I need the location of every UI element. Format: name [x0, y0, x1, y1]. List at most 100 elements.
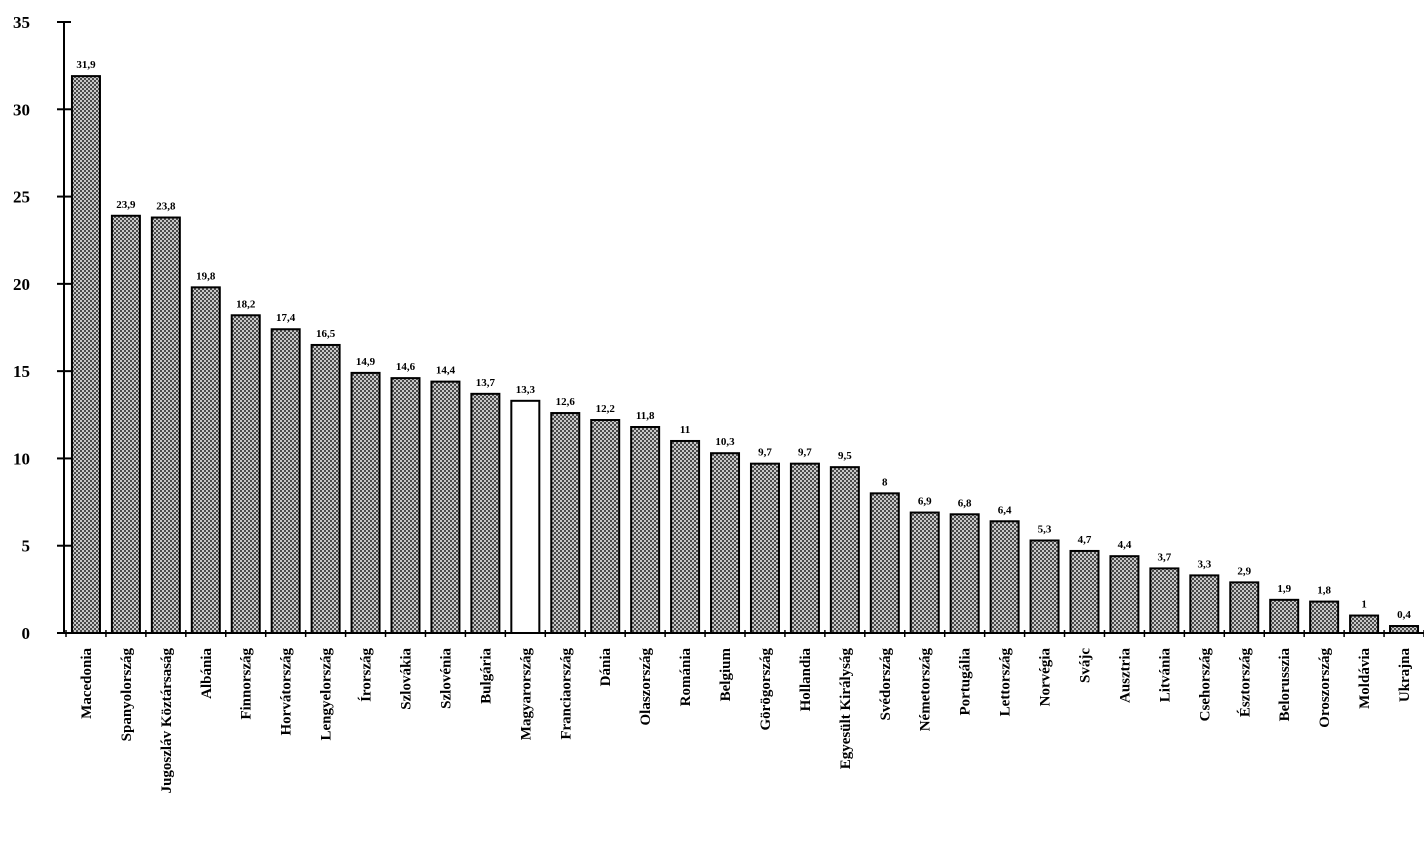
- bar: [430, 380, 461, 635]
- value-label: 10,3: [715, 436, 735, 448]
- bar: [270, 328, 301, 634]
- bar: [670, 439, 701, 634]
- bar: [310, 343, 341, 634]
- category-label: Belgium: [718, 648, 734, 702]
- bar: [390, 377, 421, 634]
- category-label: Jugoszláv Köztársaság: [159, 648, 175, 794]
- value-label: 4,4: [1118, 539, 1132, 551]
- y-tick-label: 0: [22, 624, 31, 643]
- value-label: 14,6: [396, 361, 416, 373]
- category-label: Németország: [918, 648, 934, 732]
- category-label: Portugália: [958, 648, 974, 716]
- value-label: 14,9: [356, 356, 376, 368]
- category-label: Horvátország: [279, 648, 295, 736]
- bar: [869, 492, 900, 635]
- category-label: Svájc: [1078, 648, 1094, 683]
- bar: [989, 520, 1020, 635]
- category-label: Görögország: [758, 648, 774, 731]
- bar: [510, 399, 541, 634]
- category-label: Litvánia: [1157, 648, 1173, 703]
- value-label: 18,2: [236, 298, 256, 310]
- bar: [1309, 600, 1340, 635]
- value-label: 9,7: [798, 447, 812, 459]
- value-label: 1: [1361, 599, 1367, 611]
- bar: [1389, 625, 1420, 635]
- category-label: Belorusszia: [1277, 648, 1293, 722]
- bar: [909, 511, 940, 634]
- value-label: 17,4: [276, 312, 296, 324]
- value-label: 4,7: [1078, 534, 1092, 546]
- value-label: 12,6: [556, 396, 576, 408]
- bars: [70, 75, 1420, 635]
- bar: [1349, 614, 1380, 634]
- bar: [1269, 598, 1300, 634]
- value-label: 13,7: [476, 377, 496, 389]
- category-label: Bulgária: [478, 648, 494, 704]
- bar: [470, 392, 501, 634]
- category-label: Ausztria: [1117, 648, 1133, 703]
- value-label: 9,7: [758, 447, 772, 459]
- value-label: 23,8: [156, 201, 176, 213]
- y-tick-label: 20: [13, 275, 30, 294]
- y-tick-label: 5: [22, 537, 31, 556]
- category-label: Albánia: [199, 648, 215, 699]
- category-label: Magyarország: [518, 648, 534, 741]
- bar: [230, 314, 261, 634]
- category-label: Ukrajna: [1397, 648, 1413, 703]
- category-label: Írország: [358, 648, 375, 702]
- value-label: 19,8: [196, 270, 216, 282]
- value-label: 0,4: [1397, 609, 1411, 621]
- bar: [829, 466, 860, 634]
- bar: [1229, 581, 1260, 634]
- bar: [949, 513, 980, 635]
- category-label: Szlovákia: [399, 648, 415, 710]
- category-label: Lengyelország: [319, 648, 335, 741]
- value-label: 2,9: [1237, 565, 1251, 577]
- value-label: 13,3: [516, 384, 536, 396]
- category-label: Észtország: [1236, 648, 1253, 718]
- value-label: 1,8: [1317, 585, 1331, 597]
- category-label: Franciaország: [558, 648, 574, 740]
- category-label: Románia: [678, 648, 694, 707]
- category-label: Norvégia: [1038, 648, 1054, 707]
- bar: [150, 216, 181, 635]
- category-label: Moldávia: [1357, 648, 1373, 709]
- bar: [1109, 555, 1140, 635]
- category-label: Oroszország: [1317, 648, 1333, 728]
- bar: [1189, 574, 1220, 634]
- bar: [550, 412, 581, 635]
- value-label: 14,4: [436, 365, 456, 377]
- y-tick-label: 30: [13, 100, 30, 119]
- value-label: 5,3: [1038, 523, 1052, 535]
- value-label: 23,9: [116, 199, 136, 211]
- category-label: Finnország: [239, 648, 255, 720]
- bar: [590, 419, 621, 634]
- category-label: Macedonia: [79, 648, 95, 719]
- bar: [1149, 567, 1180, 634]
- category-label: Csehország: [1197, 648, 1213, 722]
- bar: [110, 214, 141, 634]
- category-label: Hollandia: [798, 648, 814, 712]
- value-label: 11,8: [636, 410, 655, 422]
- category-label: Egyesült Királyság: [838, 648, 854, 770]
- bar: [789, 462, 820, 634]
- value-label: 12,2: [596, 403, 616, 415]
- y-tick-label: 10: [13, 449, 30, 468]
- y-tick-label: 25: [13, 188, 30, 207]
- bar: [350, 371, 381, 634]
- y-tick-label: 15: [13, 362, 30, 381]
- category-label: Lettország: [998, 648, 1014, 717]
- value-label: 9,5: [838, 450, 852, 462]
- category-label: Szlovénia: [438, 648, 454, 709]
- category-label: Dánia: [598, 648, 614, 687]
- value-label: 31,9: [76, 59, 96, 71]
- value-label: 6,8: [958, 497, 972, 509]
- value-label: 16,5: [316, 328, 336, 340]
- category-label: Spanyolország: [119, 648, 135, 742]
- bar: [710, 452, 741, 635]
- category-labels: Macedonia Spanyolország Jugoszláv Köztársa…: [79, 648, 1413, 794]
- value-label: 1,9: [1277, 583, 1291, 595]
- value-label: 3,3: [1197, 558, 1211, 570]
- category-label: Svédország: [878, 648, 894, 721]
